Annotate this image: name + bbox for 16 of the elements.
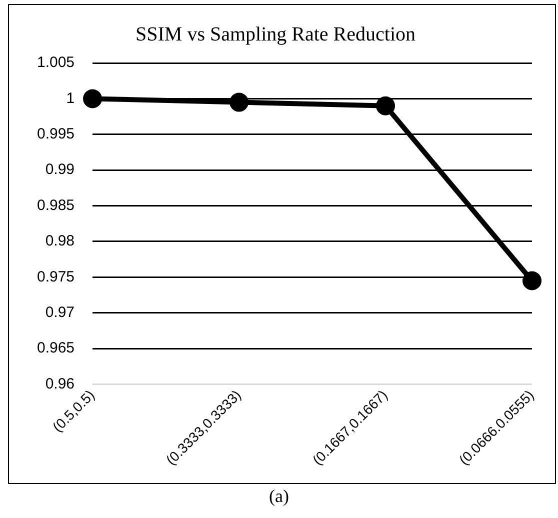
y-tick-label: 0.97 (45, 304, 75, 321)
y-tick-label: 0.965 (36, 340, 75, 357)
y-tick-label: 1 (66, 90, 75, 107)
point (83, 89, 102, 108)
y-tick-label: 0.995 (36, 126, 75, 143)
chart-title: SSIM vs Sampling Rate Reduction (136, 23, 416, 46)
y-tick-label: 0.985 (36, 196, 75, 214)
y-tick-label: 1.005 (36, 54, 75, 72)
y-tick-label: 0.96 (45, 375, 75, 392)
text: (a) (268, 486, 290, 507)
y-tick-label: 0.975 (36, 268, 75, 286)
point (230, 92, 249, 112)
y-tick-label: 0.98 (45, 232, 75, 250)
y-tick-label: 0.99 (45, 161, 75, 178)
point (522, 271, 542, 290)
point (376, 96, 396, 116)
